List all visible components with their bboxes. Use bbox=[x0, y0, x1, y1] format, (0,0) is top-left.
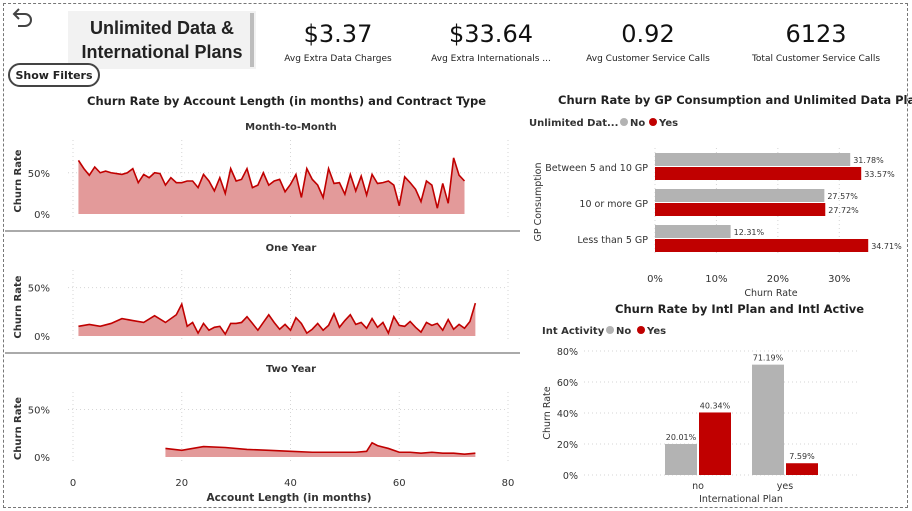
legend-title: Unlimited Dat... bbox=[529, 118, 618, 129]
data-label: 27.72% bbox=[828, 206, 859, 215]
x-tick-label: 40 bbox=[284, 478, 297, 489]
bar-yes bbox=[655, 239, 869, 252]
kpi-label: Avg Extra Internationals ... bbox=[431, 54, 551, 64]
area-line-two-year bbox=[165, 441, 476, 455]
y-tick-label: 50% bbox=[28, 406, 50, 417]
legend-title: Int Activity bbox=[542, 326, 605, 337]
x-tick-label: 30% bbox=[828, 274, 850, 285]
y-axis-title: Churn Rate bbox=[542, 386, 553, 439]
bar-yes bbox=[699, 412, 731, 475]
account-length-area-chart[interactable]: Month-to-Month Churn Rate 0% 50% One Year Chu… bbox=[0, 110, 520, 510]
area-fill-one-year bbox=[78, 303, 476, 336]
x-tick-label: 80 bbox=[502, 478, 515, 489]
y-tick-label: 40% bbox=[557, 409, 578, 420]
x-axis-title: Churn Rate bbox=[744, 288, 797, 299]
y-axis-title: GP Consumption bbox=[533, 162, 544, 241]
legend-marker-yes bbox=[649, 118, 657, 126]
intl-plan-chart-title: Churn Rate by Intl Plan and Intl Active bbox=[615, 302, 865, 316]
data-label: 20.01% bbox=[666, 433, 697, 442]
report-frame bbox=[3, 3, 908, 508]
kpi-avg-extra-international: $33.64 Avg Extra Internationals ... bbox=[411, 18, 571, 64]
bar-yes bbox=[655, 203, 826, 216]
category-label: yes bbox=[777, 481, 793, 492]
y-tick-label: 0% bbox=[34, 453, 50, 464]
kpi-value: 0.92 bbox=[621, 20, 675, 48]
legend-label-no: No bbox=[616, 326, 631, 337]
y-tick-label: 60% bbox=[557, 378, 578, 389]
x-tick-label: 10% bbox=[705, 274, 727, 285]
y-tick-label: 50% bbox=[28, 169, 50, 180]
y-tick-label: 0% bbox=[34, 210, 50, 221]
panel-title: Two Year bbox=[266, 364, 316, 375]
data-label: 31.78% bbox=[853, 156, 884, 165]
category-label: Between 5 and 10 GP bbox=[545, 163, 648, 174]
legend-label-no: No bbox=[630, 118, 645, 129]
y-axis-title: Churn Rate bbox=[13, 397, 24, 460]
y-tick-label: 50% bbox=[28, 284, 50, 295]
kpi-value: $3.37 bbox=[303, 20, 373, 48]
intl-plan-bar-chart[interactable]: Int Activity No Yes 0% 20% 40% 60% 80% Churn Rat… bbox=[528, 318, 908, 508]
x-tick-label: 60 bbox=[393, 478, 406, 489]
area-line-one-year bbox=[78, 301, 477, 336]
y-axis-title: Churn Rate bbox=[13, 275, 24, 338]
kpi-value: $33.64 bbox=[449, 20, 533, 48]
x-tick-label: 0% bbox=[647, 274, 663, 285]
legend-marker-yes bbox=[637, 326, 645, 334]
gp-consumption-bar-chart[interactable]: Unlimited Dat... No Yes 0% 10% 20% 30% Churn Ra… bbox=[528, 110, 908, 300]
category-label: 10 or more GP bbox=[579, 199, 648, 210]
report-title-card: Unlimited Data & International Plans bbox=[68, 11, 256, 69]
panel-title: One Year bbox=[266, 243, 317, 254]
area-line-month-to-month bbox=[77, 157, 466, 209]
data-label: 27.57% bbox=[827, 192, 858, 201]
bar-no bbox=[655, 189, 825, 202]
y-tick-label: 0% bbox=[34, 332, 50, 343]
x-tick-label: 0 bbox=[70, 478, 76, 489]
area-fill-two-year bbox=[165, 442, 476, 457]
bar-no bbox=[655, 153, 851, 166]
legend-marker-no bbox=[606, 326, 614, 334]
legend-marker-no bbox=[620, 118, 628, 126]
show-filters-button[interactable]: Show Filters bbox=[8, 63, 100, 87]
kpi-total-customer-service-calls: 6123 Total Customer Service Calls bbox=[736, 18, 896, 64]
kpi-avg-customer-service-calls: 0.92 Avg Customer Service Calls bbox=[568, 18, 728, 64]
x-axis-title: Account Length (in months) bbox=[206, 492, 371, 504]
panel-title: Month-to-Month bbox=[245, 122, 337, 133]
data-label: 12.31% bbox=[734, 228, 765, 237]
kpi-value: 6123 bbox=[785, 20, 847, 48]
data-label: 34.71% bbox=[871, 242, 902, 251]
data-label: 33.57% bbox=[864, 170, 895, 179]
bar-no bbox=[665, 443, 697, 475]
kpi-avg-extra-data-charges: $3.37 Avg Extra Data Charges bbox=[258, 18, 418, 64]
kpi-label: Avg Extra Data Charges bbox=[284, 54, 392, 64]
bar-yes bbox=[655, 167, 862, 180]
data-label: 7.59% bbox=[789, 452, 815, 461]
legend-label-yes: Yes bbox=[658, 118, 678, 129]
report-title: Unlimited Data & International Plans bbox=[81, 18, 243, 62]
kpi-label: Avg Customer Service Calls bbox=[586, 54, 710, 64]
x-tick-label: 20% bbox=[767, 274, 789, 285]
back-arrow-icon[interactable] bbox=[10, 8, 34, 30]
y-axis-title: Churn Rate bbox=[13, 149, 24, 212]
x-tick-label: 20 bbox=[175, 478, 188, 489]
kpi-label: Total Customer Service Calls bbox=[751, 54, 881, 64]
bar-no bbox=[655, 225, 731, 238]
area-fill-month-to-month bbox=[78, 157, 465, 214]
bar-yes bbox=[786, 463, 818, 475]
legend-label-yes: Yes bbox=[646, 326, 666, 337]
bar-no bbox=[752, 364, 784, 475]
gp-consumption-chart-title: Churn Rate by GP Consumption and Unlimit… bbox=[558, 93, 912, 107]
x-axis-title: International Plan bbox=[699, 494, 783, 505]
account-length-chart-title: Churn Rate by Account Length (in months)… bbox=[87, 94, 487, 108]
category-label: Less than 5 GP bbox=[577, 235, 648, 246]
data-label: 71.19% bbox=[753, 354, 784, 363]
data-label: 40.34% bbox=[700, 401, 731, 410]
y-tick-label: 80% bbox=[557, 347, 578, 358]
category-label: no bbox=[692, 481, 704, 492]
y-tick-label: 0% bbox=[563, 471, 578, 482]
y-tick-label: 20% bbox=[557, 440, 578, 451]
